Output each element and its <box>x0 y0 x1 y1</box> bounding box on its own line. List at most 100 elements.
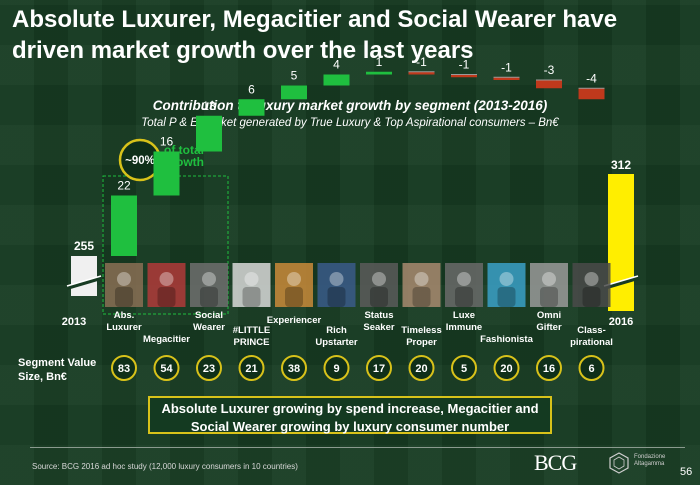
segment-delta-label-4: 5 <box>291 69 298 83</box>
segment-bar-11 <box>578 88 605 100</box>
segment-bar-8 <box>451 74 477 78</box>
segment-size-value-5: 9 <box>333 363 339 375</box>
bcg-logo: BCG <box>534 450 577 475</box>
segment-name-3-0: #LITTLE <box>233 325 270 336</box>
segment-name-6-1: Seaker <box>363 322 394 333</box>
segment-bar-1 <box>153 151 180 196</box>
segment-photo-body-6 <box>370 287 388 307</box>
segment-size-circle-2 <box>196 355 222 381</box>
segment-photo-head-1 <box>159 272 174 286</box>
slide-title: Absolute Luxurer, Megacitier and Social … <box>12 6 618 64</box>
segment-photo-body-0 <box>115 287 133 307</box>
segment-photo-body-2 <box>200 287 218 307</box>
segment-photo-head-11 <box>584 272 599 286</box>
segment-name-2-1: Wearer <box>193 322 225 333</box>
segment-size-circle-6 <box>366 355 392 381</box>
segment-photo-5 <box>317 263 356 307</box>
segment-photo-11 <box>572 263 611 307</box>
segment-size-circle-5 <box>323 355 350 381</box>
segment-photo-4 <box>275 263 313 307</box>
segment-bar-2 <box>196 115 222 152</box>
segment-photo-1 <box>147 263 186 307</box>
segment-photo-head-2 <box>202 272 216 286</box>
segment-size-value-11: 6 <box>588 363 594 375</box>
end-value-label: 312 <box>611 158 631 172</box>
start-bar <box>71 256 97 296</box>
segment-name-11-0: Class- <box>577 325 606 336</box>
segment-size-value-8: 5 <box>461 363 467 375</box>
segment-delta-label-2: 13 <box>202 99 216 113</box>
segment-photo-body-4 <box>285 287 303 307</box>
segment-bar-4 <box>281 85 307 100</box>
segment-photo-body-8 <box>455 287 473 307</box>
segment-delta-label-9: -1 <box>501 60 512 74</box>
segment-bar-5 <box>323 74 350 86</box>
end-year-label: 2016 <box>609 316 633 328</box>
segment-photo-body-9 <box>497 287 516 307</box>
segment-delta-label-11: -4 <box>586 71 597 85</box>
segment-photo-3 <box>232 263 271 307</box>
segment-name-10-1: Gifter <box>536 322 562 333</box>
segment-bar-9 <box>493 77 520 80</box>
segment-name-11-1: pirational <box>570 337 613 348</box>
segment-name-6-0: Status <box>364 310 393 321</box>
footer-divider <box>30 447 685 448</box>
source-note: Source: BCG 2016 ad hoc study (12,000 lu… <box>32 462 298 471</box>
segment-name-8-0: Luxe <box>453 310 475 321</box>
segment-name-8-1: Immune <box>446 322 482 333</box>
segment-name-0-1: Luxurer <box>106 322 142 333</box>
segment-photo-9 <box>487 263 526 307</box>
segment-size-circle-0 <box>111 355 137 381</box>
segment-size-circle-7 <box>408 355 435 381</box>
segment-bar-3 <box>238 99 265 116</box>
start-year-label: 2013 <box>62 316 86 328</box>
segment-name-5-1: Upstarter <box>315 337 358 348</box>
callout-box: Absolute Luxurer growing by spend increa… <box>148 396 552 434</box>
page-number: 56 <box>680 466 693 478</box>
start-value-label: 255 <box>74 239 94 253</box>
segment-size-circle-4 <box>281 355 307 381</box>
segment-photo-7 <box>402 263 441 307</box>
segment-bar-7 <box>408 71 435 75</box>
segment-size-circle-11 <box>578 355 605 381</box>
segment-photo-body-10 <box>540 287 558 307</box>
segment-bar-6 <box>366 71 392 75</box>
segment-photo-10 <box>530 263 568 307</box>
segment-size-value-2: 23 <box>203 363 215 375</box>
end-bar <box>608 174 634 311</box>
segment-delta-label-1: 16 <box>160 135 174 149</box>
segment-name-0-0: Abs. <box>114 310 135 321</box>
segment-size-circle-9 <box>493 355 520 381</box>
segment-name-1-0: Megacitier <box>143 334 190 345</box>
segment-size-circle-1 <box>153 355 180 381</box>
segment-size-value-7: 20 <box>415 363 427 375</box>
segment-photo-head-8 <box>457 272 471 286</box>
segment-size-circle-3 <box>238 355 265 381</box>
segment-size-value-0: 83 <box>118 363 130 375</box>
segment-name-7-0: Timeless <box>401 325 442 336</box>
segment-bar-0 <box>111 195 137 256</box>
segment-name-9-0: Fashionista <box>480 334 534 345</box>
segment-size-value-3: 21 <box>245 363 257 375</box>
segment-name-4-0: Experiencer <box>267 315 322 326</box>
segment-photo-head-3 <box>244 272 259 286</box>
segment-delta-label-0: 22 <box>117 179 131 193</box>
chart-subtitle: Total P & E Market generated by True Lux… <box>141 117 559 129</box>
segment-delta-label-3: 6 <box>248 82 255 96</box>
segment-photo-head-6 <box>372 272 386 286</box>
segment-photo-head-0 <box>117 272 131 286</box>
segment-delta-label-8: -1 <box>459 58 470 72</box>
segment-photo-0 <box>105 263 143 307</box>
share-value: ~90% <box>125 155 155 167</box>
segment-value-title: Segment Value Size, Bn€ <box>18 357 97 383</box>
segment-size-value-9: 20 <box>500 363 512 375</box>
segment-photo-body-5 <box>327 287 346 307</box>
segment-photo-6 <box>360 263 398 307</box>
segment-name-10-0: Omni <box>537 310 561 321</box>
segment-photo-body-11 <box>582 287 601 307</box>
segment-photo-2 <box>190 263 228 307</box>
segment-size-value-10: 16 <box>543 363 555 375</box>
axis-break-start-line <box>66 275 102 287</box>
